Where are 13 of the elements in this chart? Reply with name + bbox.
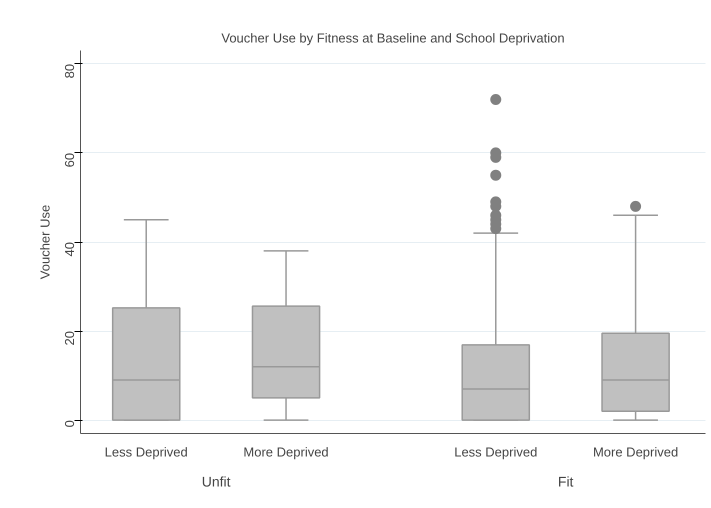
y-tick-label: 20 <box>62 331 77 346</box>
text: Fit <box>558 474 574 490</box>
x-tick-label: More Deprived <box>243 444 329 460</box>
y-axis-title: Voucher Use <box>38 204 52 280</box>
chart-title: Voucher Use by Fitness at Baseline and School Deprivation <box>221 30 565 46</box>
x-tick-label: Less Deprived <box>454 444 538 460</box>
text: Unfit <box>202 474 231 490</box>
x-tick-label: Less Deprived <box>104 444 188 460</box>
x-tick-label: More Deprived <box>592 444 678 460</box>
y-tick-label: 40 <box>62 242 77 256</box>
y-tick-label: 0 <box>62 420 77 428</box>
y-tick-label: 60 <box>62 152 77 168</box>
y-tick-label: 80 <box>62 64 77 78</box>
